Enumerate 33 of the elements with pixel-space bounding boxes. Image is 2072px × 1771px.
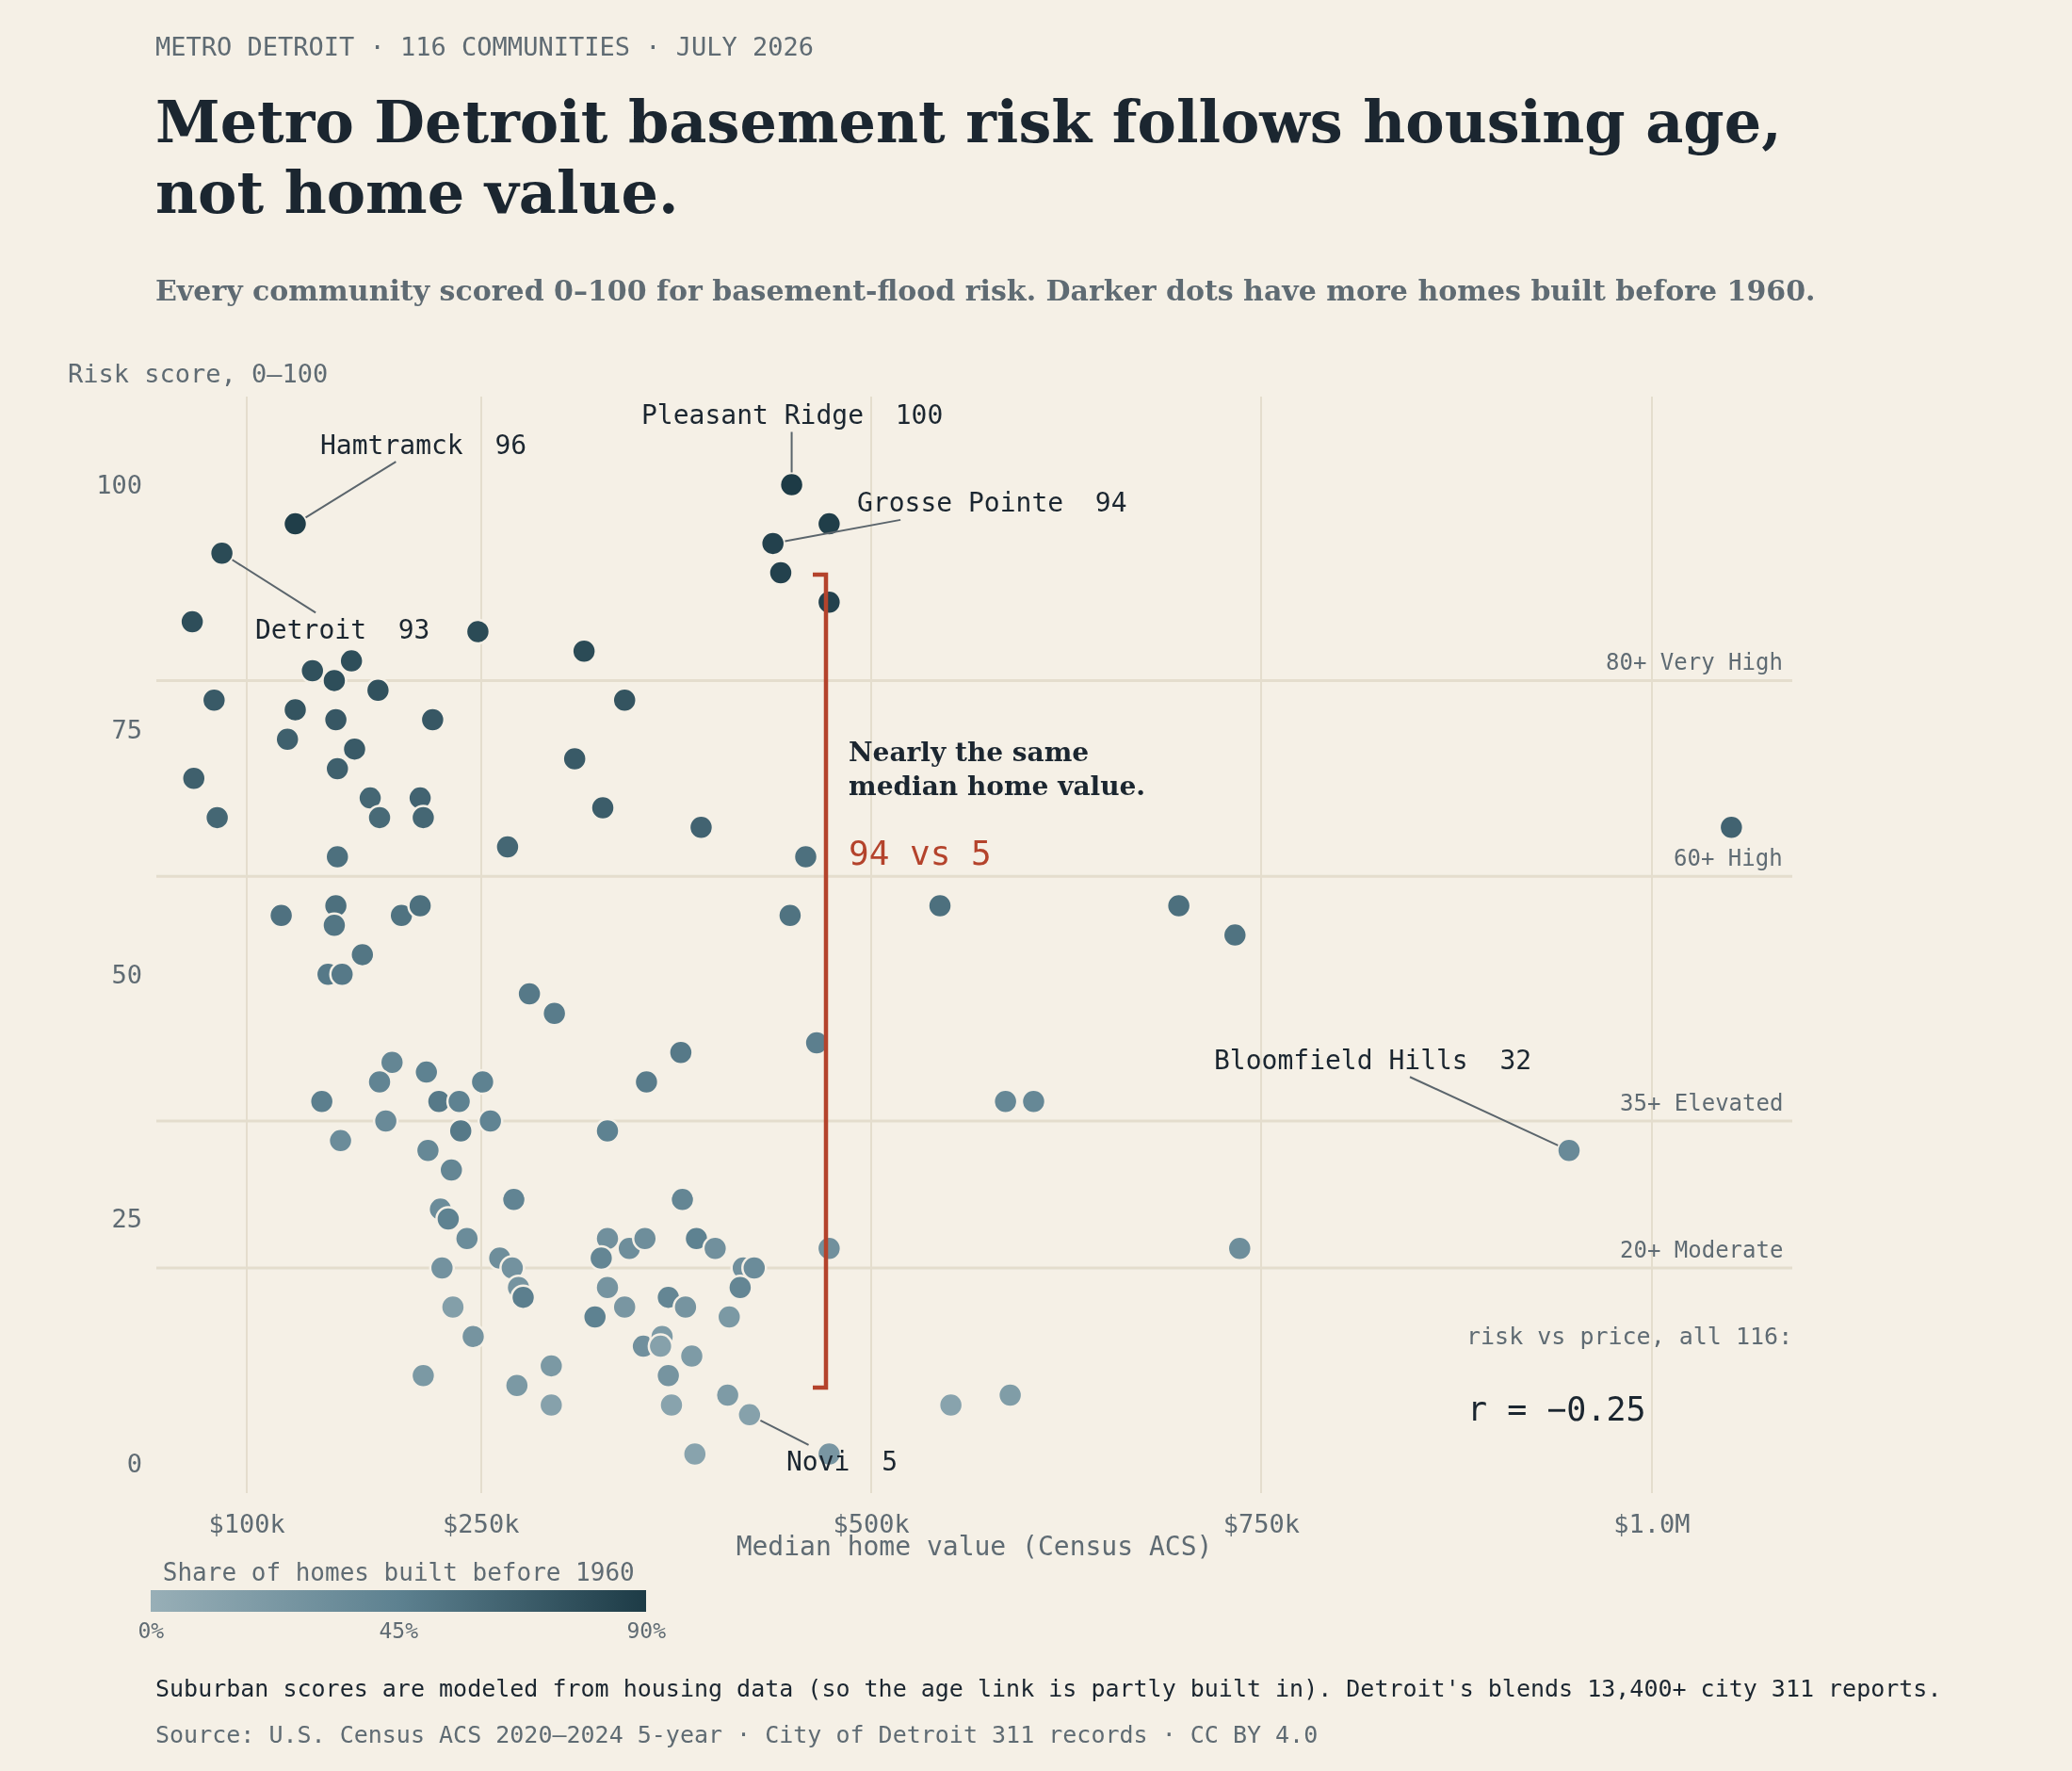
ref-line-label: 80+ Very High bbox=[1606, 649, 1783, 675]
annotation: Grosse Pointe 94 bbox=[857, 487, 1127, 518]
annotation: Novi 5 bbox=[786, 1446, 898, 1477]
ref-line-label: 60+ High bbox=[1674, 845, 1783, 871]
y-tick-label: 75 bbox=[111, 714, 142, 744]
color-bar-label: 45% bbox=[379, 1618, 419, 1644]
annotation: Pleasant Ridge 100 bbox=[641, 399, 944, 431]
color-bar-title: Share of homes built before 1960 bbox=[162, 1558, 635, 1587]
text: METRO DETROIT · 116 COMMUNITIES · JULY 2026 bbox=[155, 32, 814, 62]
y-tick-label: 25 bbox=[111, 1204, 142, 1234]
color-bar-label: 90% bbox=[626, 1618, 667, 1644]
x-tick-label: $750k bbox=[1222, 1509, 1301, 1538]
annotation: 94 vs 5 bbox=[849, 834, 992, 872]
x-tick-label: $250k bbox=[443, 1509, 520, 1538]
y-tick-label: 100 bbox=[96, 469, 142, 499]
annotation: Detroit 93 bbox=[255, 614, 430, 645]
ref-line-label: 20+ Moderate bbox=[1620, 1237, 1784, 1263]
annotation: risk vs price, all 116: bbox=[1466, 1323, 1793, 1350]
chart-title: Metro Detroit basement risk follows housing age, not home value. bbox=[155, 87, 1783, 228]
x-tick-label: $100k bbox=[208, 1509, 285, 1538]
text: Suburban scores are modeled from housing data (so the age link is partly built in). Detroit's blends 13,400+ city 311 reports. bbox=[155, 1675, 1942, 1703]
y-tick-label: 0 bbox=[126, 1449, 142, 1479]
color-bar-label: 0% bbox=[138, 1618, 165, 1644]
chart-subtitle: Every community scored 0–100 for basement-flood risk. Darker dots have more homes built before 1960. bbox=[155, 274, 1816, 308]
annotation: Nearly the same median home value. bbox=[849, 737, 1146, 803]
y-tick-label: 50 bbox=[111, 959, 142, 989]
annotation: Hamtramck 96 bbox=[320, 430, 527, 461]
x-tick-label: $1.0M bbox=[1613, 1509, 1691, 1538]
y-axis-title: Risk score, 0–100 bbox=[68, 359, 329, 388]
source-note: Source: U.S. Census ACS 2020–2024 5-year · City of Detroit 311 records · CC BY 4.0 bbox=[155, 1721, 1319, 1749]
ref-line-label: 35+ Elevated bbox=[1620, 1090, 1784, 1116]
annotation: Bloomfield Hills 32 bbox=[1214, 1045, 1532, 1076]
annotation: r = −0.25 bbox=[1467, 1390, 1646, 1428]
